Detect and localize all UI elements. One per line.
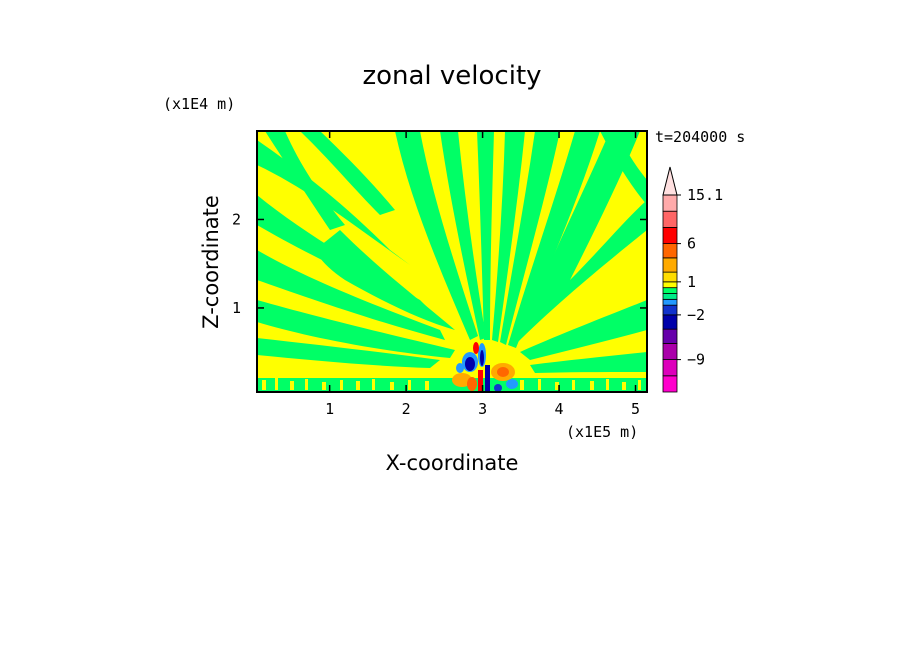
colorbar-step [662, 243, 678, 259]
x-tick-label: 1 [325, 400, 334, 418]
colorbar-step [662, 314, 678, 330]
colorbar-step [662, 375, 678, 393]
plot-frame [256, 130, 648, 393]
colorbar-step [662, 359, 678, 377]
x-tick-label: 2 [402, 400, 411, 418]
x-axis: 1 2 3 4 5 [325, 131, 640, 418]
colorbar-label: 15.1 [687, 186, 723, 204]
x-tick-label: 4 [555, 400, 564, 418]
colorbar: 15.1 6 1 −2 −9 [662, 166, 723, 393]
colorbar-step [662, 304, 678, 316]
colorbar-step [662, 287, 678, 294]
y-axis-label: Z-coordinate [199, 195, 223, 329]
velocity-field [257, 131, 647, 392]
colorbar-step [662, 298, 678, 306]
central-disturbance [452, 342, 518, 392]
colorbar-label: 1 [687, 273, 696, 291]
colorbar-step [662, 342, 678, 360]
colorbar-step [662, 281, 678, 289]
time-label: t=204000 s [655, 128, 745, 146]
x-axis-label: X-coordinate [386, 451, 519, 475]
y-scale-label: (x1E4 m) [163, 95, 235, 113]
colorbar-step [662, 210, 678, 228]
colorbar-label: −2 [687, 306, 705, 324]
colorbar-arrow [662, 166, 678, 196]
colorbar-label: 6 [687, 235, 696, 253]
colorbar-step [662, 227, 678, 245]
x-tick-label: 5 [631, 400, 640, 418]
x-scale-label: (x1E5 m) [566, 423, 638, 441]
colorbar-step [662, 293, 678, 300]
colorbar-step [662, 257, 678, 273]
colorbar-step [662, 328, 678, 344]
bottom-specks [262, 378, 641, 390]
colorbar-step [662, 194, 678, 212]
colorbar-label: −9 [687, 351, 705, 369]
negative-bands [257, 131, 647, 392]
colorbar-step [662, 271, 678, 283]
y-tick-label: 2 [232, 210, 241, 228]
x-tick-label: 3 [478, 400, 487, 418]
chart-title: zonal velocity [362, 61, 541, 91]
y-axis: 12 [232, 210, 647, 317]
y-tick-label: 1 [232, 299, 241, 317]
